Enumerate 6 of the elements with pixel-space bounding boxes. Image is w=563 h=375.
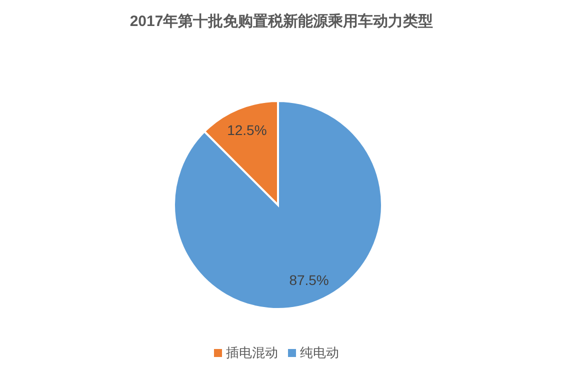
data-label: 12.5% [227,122,267,138]
legend-label: 纯电动 [300,345,339,360]
legend-label: 插电混动 [226,345,278,360]
chart-title: 2017年第十批免购置税新能源乘用车动力类型 [128,12,434,31]
pie-slice [173,100,383,310]
data-label: 87.5% [289,272,329,288]
